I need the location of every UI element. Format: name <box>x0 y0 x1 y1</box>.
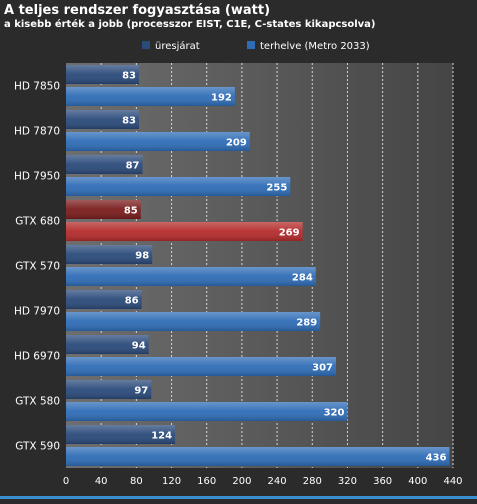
bar-value-label: 87 <box>126 161 140 172</box>
category-label: GTX 680 <box>15 216 60 228</box>
legend: üresjárat terhelve (Metro 2033) <box>142 40 370 52</box>
category-label: HD 7970 <box>14 306 60 318</box>
bar-shine <box>66 132 250 151</box>
bar-value-label: 97 <box>134 386 148 397</box>
bar-value-label: 284 <box>292 273 313 284</box>
x-tick-label: 440 <box>443 476 462 487</box>
bar-shine <box>66 425 176 444</box>
legend-swatch-load <box>247 41 255 49</box>
bar-shine <box>66 357 337 376</box>
x-tick-label: 40 <box>95 476 108 487</box>
category-label: GTX 580 <box>15 396 60 408</box>
bar-shine <box>66 110 140 129</box>
bar-shine <box>66 87 235 106</box>
x-tick-label: 120 <box>162 476 181 487</box>
grid <box>100 63 454 468</box>
x-tick-label: 160 <box>197 476 216 487</box>
bar-value-label: 255 <box>266 183 287 194</box>
bar-shine <box>66 245 153 264</box>
bar-shine <box>66 312 321 331</box>
bar-value-label: 124 <box>151 431 172 442</box>
bar-value-label: 307 <box>312 363 333 374</box>
bar-shine <box>66 155 143 174</box>
x-tick-label: 320 <box>338 476 357 487</box>
bar-value-label: 94 <box>132 341 146 352</box>
category-label: HD 7950 <box>14 171 60 183</box>
bar-shine <box>66 335 149 354</box>
x-tick-label: 360 <box>373 476 392 487</box>
bar-value-label: 289 <box>296 318 317 329</box>
category-label: HD 7870 <box>14 126 60 138</box>
plot-area <box>66 63 453 468</box>
bar-value-label: 86 <box>125 296 139 307</box>
x-tick-label: 200 <box>232 476 251 487</box>
bar-shine <box>66 447 450 466</box>
category-label: GTX 590 <box>15 441 60 453</box>
bar-shine <box>66 177 291 196</box>
x-tick-label: 240 <box>268 476 287 487</box>
bars: 83 192 83 209 87 255 85 269 98 284 86 289 94 307 97 320… <box>66 65 450 466</box>
bar-shine <box>66 65 140 84</box>
bar-value-label: 209 <box>226 138 247 149</box>
bar-shine <box>66 222 303 241</box>
x-tick-label: 80 <box>130 476 143 487</box>
x-tick-label: 280 <box>303 476 322 487</box>
legend-label-idle: üresjárat <box>155 40 200 52</box>
category-label: HD 7850 <box>14 81 60 93</box>
bar-shine <box>66 200 141 219</box>
bar-value-label: 436 <box>426 453 447 464</box>
bar-value-label: 83 <box>122 116 136 127</box>
bar-shine <box>66 380 152 399</box>
bar-value-label: 192 <box>211 93 232 104</box>
category-label: HD 6970 <box>14 351 60 363</box>
chart-title: A teljes rendszer fogyasztása (watt) <box>4 3 270 18</box>
footer-line <box>0 496 477 499</box>
bar-value-label: 98 <box>135 251 149 262</box>
legend-swatch-idle <box>142 41 150 49</box>
chart-subtitle: a kisebb érték a jobb (processzor EIST, … <box>4 18 376 30</box>
bar-value-label: 85 <box>124 206 138 217</box>
bar-value-label: 320 <box>324 408 345 419</box>
legend-label-load: terhelve (Metro 2033) <box>260 41 370 52</box>
category-label: GTX 570 <box>15 261 60 273</box>
bar-shine <box>66 290 142 309</box>
x-tick-label: 0 <box>63 476 69 487</box>
category-labels: HD 7850 HD 7870 HD 7950 GTX 680 GTX 570 HD 79… <box>14 81 60 453</box>
bar-value-label: 269 <box>279 228 300 239</box>
x-tick-label: 400 <box>408 476 427 487</box>
bar-value-label: 83 <box>122 71 136 82</box>
x-axis-ticks: 0 40 80 120 160 200 240 280 320 360 400 440 <box>63 476 463 487</box>
bar-shine <box>66 267 316 286</box>
bar-shine <box>66 402 348 421</box>
